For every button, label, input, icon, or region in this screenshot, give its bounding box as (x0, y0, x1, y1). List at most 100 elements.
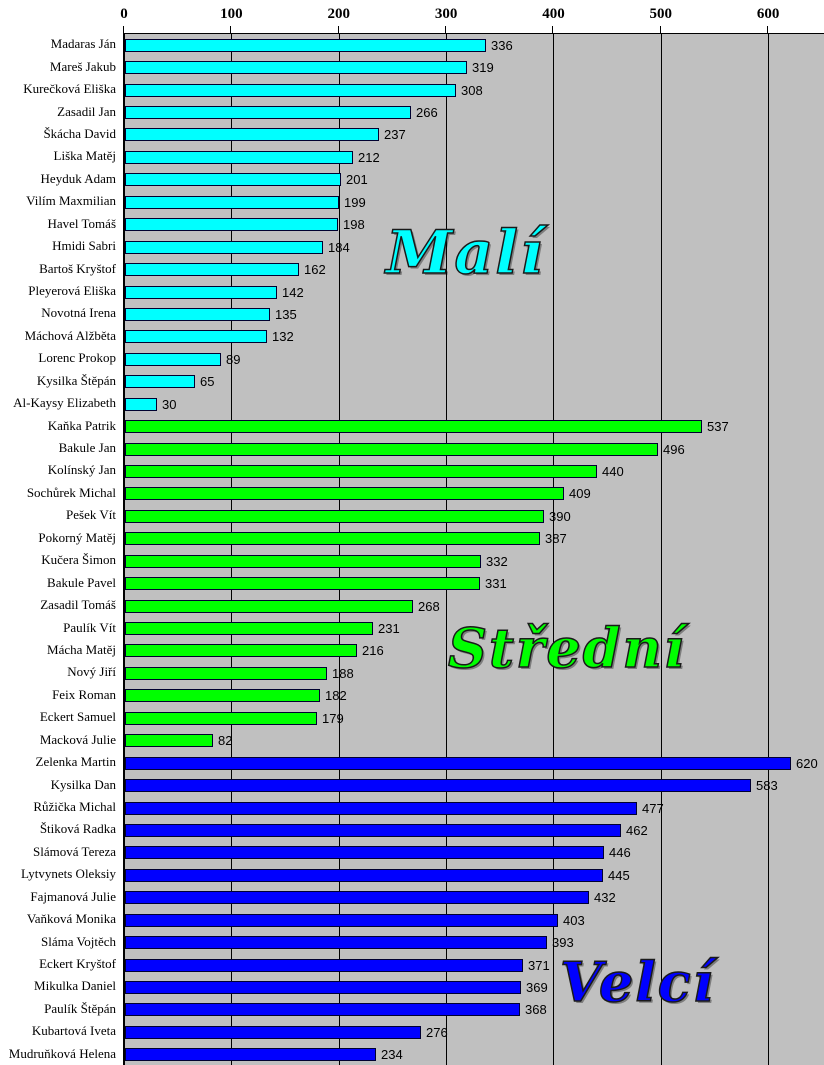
bar-value-label: 142 (282, 285, 304, 300)
bar-value-label: 409 (569, 486, 591, 501)
category-label: Bakule Pavel (47, 575, 116, 590)
bar-value-label: 332 (486, 554, 508, 569)
bar (125, 308, 270, 321)
category-label: Macková Julie (39, 732, 116, 747)
bar-value-label: 462 (626, 823, 648, 838)
category-label: Nový Jiří (67, 664, 116, 679)
axis-tick-mark (123, 26, 124, 33)
category-label: Pešek Vít (66, 507, 116, 522)
axis-tick-mark (445, 26, 447, 33)
category-label: Sláma Vojtěch (41, 934, 116, 949)
category-label: Paulík Vít (63, 620, 116, 635)
bar (125, 420, 702, 433)
gridline (446, 34, 448, 1065)
axis-tick-mark (230, 26, 232, 33)
bar (125, 263, 299, 276)
bar-value-label: 216 (362, 643, 384, 658)
bar (125, 106, 411, 119)
gridline (768, 34, 770, 1065)
bar (125, 1048, 376, 1061)
category-label: Heyduk Adam (40, 171, 116, 186)
bar-value-label: 30 (162, 397, 177, 412)
bar (125, 330, 267, 343)
category-label: Mudruňková Helena (8, 1046, 116, 1061)
bar-value-label: 89 (226, 352, 241, 367)
bar-value-label: 266 (416, 105, 438, 120)
category-label: Eckert Samuel (39, 709, 116, 724)
category-label: Kysilka Štěpán (36, 373, 116, 388)
bar-value-label: 234 (381, 1047, 403, 1062)
axis-tick-label: 500 (649, 6, 673, 22)
gridline (553, 34, 555, 1065)
bar-value-label: 319 (472, 60, 494, 75)
bar-value-label: 440 (602, 464, 624, 479)
bar (125, 84, 456, 97)
category-label: Lytvynets Oleksiy (21, 866, 116, 881)
category-label: Štiková Radka (39, 821, 116, 836)
category-label: Zasadil Tomáš (40, 597, 116, 612)
axis-tick-label: 400 (542, 6, 565, 22)
bar (125, 1026, 421, 1039)
bar-value-label: 390 (549, 509, 571, 524)
bar-value-label: 368 (525, 1002, 547, 1017)
bar-value-label: 477 (642, 801, 664, 816)
bar (125, 869, 603, 882)
category-label: Paulík Štěpán (44, 1001, 116, 1016)
bar-value-label: 331 (485, 576, 507, 591)
bar-value-label: 496 (663, 442, 685, 457)
bar (125, 241, 323, 254)
bar (125, 891, 589, 904)
bar-value-label: 445 (608, 868, 630, 883)
bar-value-label: 620 (796, 756, 818, 771)
group-label-mali: Malí (385, 217, 545, 289)
bar-value-label: 308 (461, 83, 483, 98)
bar (125, 846, 604, 859)
bar-value-label: 231 (378, 621, 400, 636)
bar-value-label: 237 (384, 127, 406, 142)
bar-value-label: 135 (275, 307, 297, 322)
bar (125, 510, 544, 523)
category-label: Mareš Jakub (49, 59, 116, 74)
bar-value-label: 537 (707, 419, 729, 434)
category-label: Eckert Kryštof (39, 956, 116, 971)
bar (125, 443, 658, 456)
axis-tick-label: 300 (434, 6, 458, 22)
bar-value-label: 336 (491, 38, 513, 53)
bar (125, 487, 564, 500)
bar-value-label: 268 (418, 599, 440, 614)
bar-value-label: 198 (343, 217, 365, 232)
group-label-velci: Velcí (559, 949, 716, 1015)
category-label: Kaňka Patrik (47, 418, 116, 433)
category-label: Havel Tomáš (47, 216, 116, 231)
axis-tick-label: 0 (120, 6, 128, 22)
bar (125, 824, 621, 837)
bar-value-label: 188 (332, 666, 354, 681)
bar (125, 128, 379, 141)
bar (125, 151, 353, 164)
bar-value-label: 369 (526, 980, 548, 995)
bar-value-label: 212 (358, 150, 380, 165)
category-label: Máchová Alžběta (24, 328, 116, 343)
category-label: Zasadil Jan (57, 104, 116, 119)
gridline (338, 34, 340, 1065)
bar (125, 712, 317, 725)
category-label: Zelenka Martin (35, 754, 117, 769)
axis-tick-mark (767, 26, 769, 33)
bar (125, 734, 213, 747)
bar (125, 196, 339, 209)
plot-area: 336 319 308 266 237 212 201 199 198 184 162 142 135 1… (123, 33, 824, 1065)
axis-tick-label: 600 (756, 6, 780, 22)
bar-value-label: 182 (325, 688, 347, 703)
bar (125, 61, 467, 74)
category-label: Sochůrek Michal (26, 485, 116, 500)
category-label: Al-Kaysy Elizabeth (13, 395, 116, 410)
category-label: Mikulka Daniel (34, 978, 116, 993)
bar-value-label: 199 (344, 195, 366, 210)
category-label: Kolínský Jan (47, 462, 116, 477)
axis-tick-mark (552, 26, 554, 33)
bar (125, 286, 277, 299)
category-label: Liška Matěj (53, 148, 116, 163)
category-label: Vaňková Monika (26, 911, 116, 926)
bar (125, 802, 637, 815)
bar (125, 39, 486, 52)
